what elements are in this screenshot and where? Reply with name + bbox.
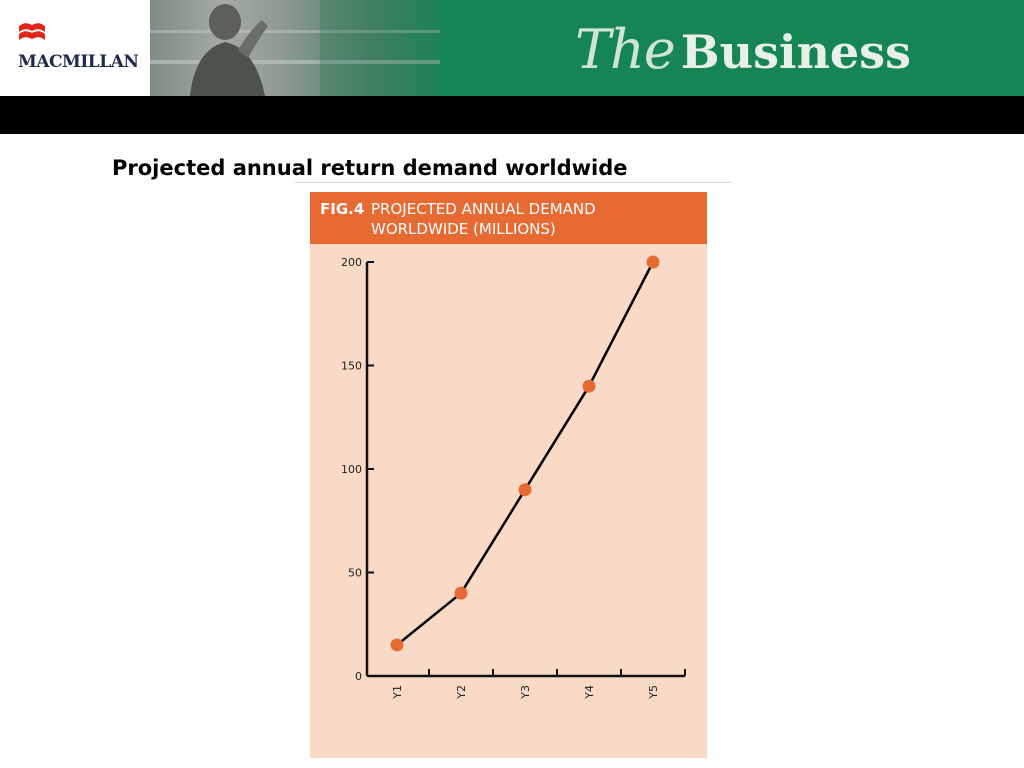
brand-business-text: Business <box>680 25 911 79</box>
data-point <box>390 638 404 652</box>
y-tick-label: 50 <box>348 567 362 580</box>
person-photo-image <box>150 0 440 96</box>
figure-caption-line-1: PROJECTED ANNUAL DEMAND <box>371 200 596 218</box>
book-logo-icon <box>19 23 45 40</box>
brand-wordmark: The Business <box>575 18 911 88</box>
header-divider-bar <box>0 96 1024 134</box>
x-tick-label: Y1 <box>391 685 404 700</box>
y-tick-label: 100 <box>341 463 362 476</box>
y-tick-label: 150 <box>341 360 362 373</box>
chart-figure: FIG.4 PROJECTED ANNUAL DEMAND WORLDWIDE … <box>310 192 707 758</box>
data-point <box>454 586 468 600</box>
header-banner: MACMILLAN The Business <box>0 0 1024 96</box>
data-point <box>582 379 596 393</box>
line-chart: 0 50 100 150 200 Y1 Y2 Y3 Y4 Y5 <box>341 255 686 700</box>
series-line <box>396 261 655 646</box>
x-tick-label: Y5 <box>647 685 660 700</box>
x-tick-label: Y4 <box>583 685 596 700</box>
x-tick-label: Y3 <box>519 685 532 700</box>
y-tick-label: 200 <box>341 256 362 269</box>
figure-label: FIG.4 <box>320 200 365 218</box>
figure-header: FIG.4 PROJECTED ANNUAL DEMAND WORLDWIDE … <box>310 192 707 244</box>
data-point <box>518 483 532 497</box>
publisher-logo-text: MACMILLAN <box>18 52 139 72</box>
brand-panel <box>440 0 1024 96</box>
publisher-logo[interactable]: MACMILLAN <box>0 0 150 96</box>
brand-the-text: The <box>575 18 676 81</box>
x-tick-label: Y2 <box>455 685 468 700</box>
header-photo <box>150 0 440 96</box>
title-underline <box>295 182 732 183</box>
slide-title: Projected annual return demand worldwide <box>112 156 628 180</box>
figure-caption-line-2: WORLDWIDE (MILLIONS) <box>371 220 556 238</box>
data-point <box>646 255 660 269</box>
y-tick-label: 0 <box>355 670 362 683</box>
